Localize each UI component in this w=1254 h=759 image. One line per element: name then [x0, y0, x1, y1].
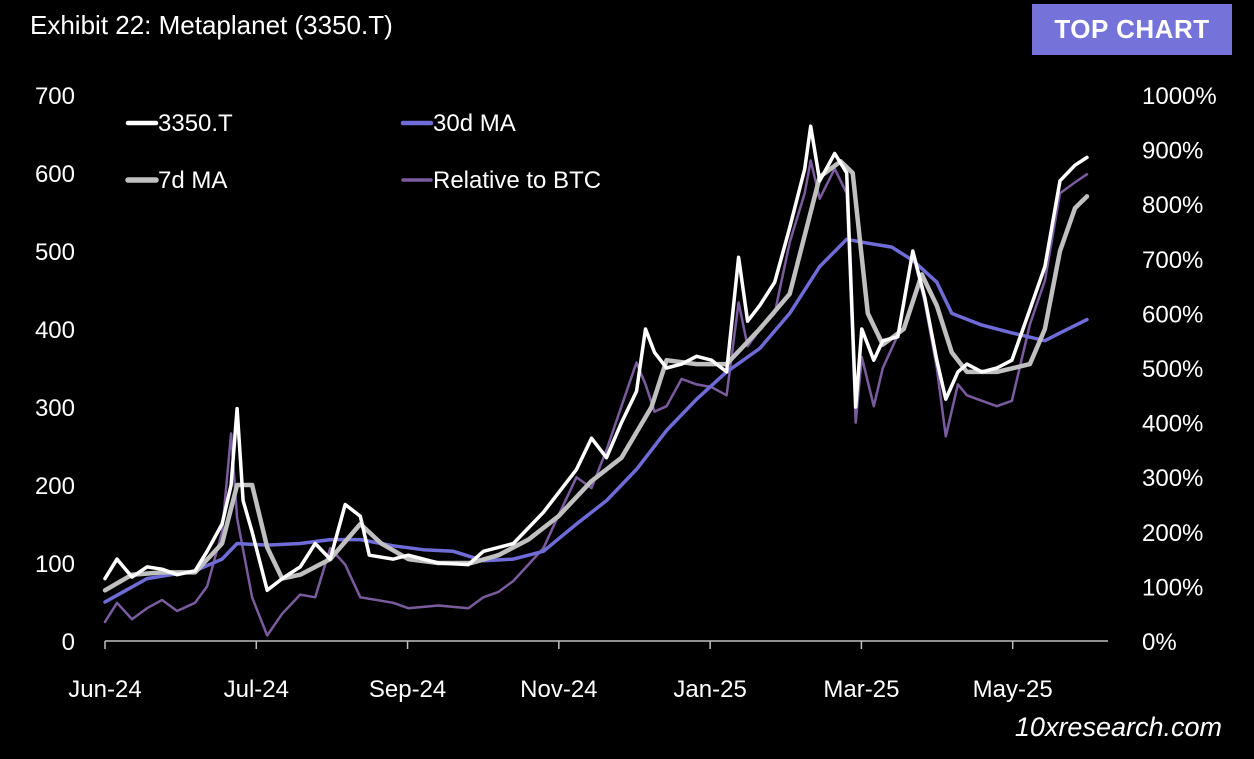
- y-right-tick-label: 800%: [1142, 192, 1203, 219]
- y-left-tick-label: 300: [35, 395, 75, 422]
- y-right-tick-label: 300%: [1142, 465, 1203, 492]
- y-left-tick-label: 200: [35, 473, 75, 500]
- x-tick-label: May-25: [973, 676, 1053, 703]
- top-chart-badge: TOP CHART: [1032, 4, 1232, 55]
- legend-label: 30d MA: [433, 110, 516, 137]
- y-right-tick-label: 500%: [1142, 356, 1203, 383]
- y-right-tick-label: 100%: [1142, 574, 1203, 601]
- series-line-7d-ma: [102, 159, 1090, 593]
- y-right-tick-label: 200%: [1142, 520, 1203, 547]
- legend-label: 3350.T: [158, 110, 233, 137]
- legend: 3350.T 30d MA 7d MA Relative to BTC: [125, 110, 601, 194]
- y-left-tick-label: 500: [35, 239, 75, 266]
- source-label: 10xresearch.com: [1014, 712, 1222, 742]
- series-lines: [102, 124, 1090, 637]
- y-right-tick-label: 600%: [1142, 301, 1203, 328]
- x-tick-label: Nov-24: [520, 676, 597, 703]
- x-tick-label: Jun-24: [68, 676, 141, 703]
- x-tick-label: Jul-24: [224, 676, 289, 703]
- y-left-tick-label: 100: [35, 551, 75, 578]
- y-right-tick-label: 700%: [1142, 247, 1203, 274]
- legend-label: 7d MA: [158, 167, 227, 194]
- x-tick-label: Jan-25: [673, 676, 746, 703]
- series-line-relative-to-btc: [103, 159, 1089, 637]
- y-left-tick-label: 400: [35, 317, 75, 344]
- y-left-tick-label: 700: [35, 83, 75, 110]
- y-right-tick-label: 0%: [1142, 629, 1177, 656]
- y-right-tick-label: 900%: [1142, 138, 1203, 165]
- y-right-tick-label: 400%: [1142, 411, 1203, 438]
- x-tick-label: Mar-25: [823, 676, 899, 703]
- axes: Jun-24 Jul-24 Sep-24 Nov-24 Jan-25 Mar-25 May-…: [35, 83, 1217, 703]
- series-line-3350-t: [103, 124, 1089, 593]
- y-left-tick-label: 0: [62, 629, 75, 656]
- chart-title: Exhibit 22: Metaplanet (3350.T): [30, 10, 393, 40]
- legend-label: Relative to BTC: [433, 167, 601, 194]
- x-tick-label: Sep-24: [369, 676, 446, 703]
- y-left-tick-label: 600: [35, 161, 75, 188]
- series-line-30d-ma: [103, 237, 1089, 604]
- y-right-tick-label: 1000%: [1142, 83, 1217, 110]
